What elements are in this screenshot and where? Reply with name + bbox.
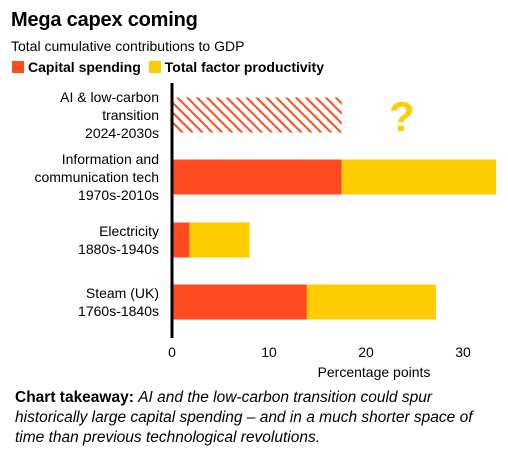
bar-total-factor-productivity <box>306 284 436 320</box>
chart-takeaway: Chart takeaway: AI and the low-carbon tr… <box>15 388 500 448</box>
category-label: 1970s-2010s <box>78 187 159 203</box>
legend-label-total-factor-productivity: Total factor productivity <box>164 59 324 75</box>
bar-total-factor-productivity <box>341 159 497 195</box>
category-label: Information and <box>62 151 159 167</box>
category-label: Steam (UK) <box>86 285 159 301</box>
legend-swatch-total-factor-productivity <box>148 61 161 73</box>
x-tick-label: 30 <box>455 344 471 360</box>
chart-title: Mega capex coming <box>11 9 198 31</box>
legend-item-total-factor-productivity: Total factor productivity <box>148 59 324 75</box>
x-axis-label: Percentage points <box>318 364 431 380</box>
bar-capital-spending <box>172 159 342 195</box>
legend: Capital spending Total factor productivi… <box>12 59 332 75</box>
bar-chart: AI & low-carbon transition 2024-2030s ? Info… <box>34 83 497 380</box>
x-tick-label: 10 <box>261 344 277 360</box>
x-tick-label: 20 <box>358 344 374 360</box>
takeaway-body: AI and the low-carbon transition could s… <box>15 389 473 446</box>
takeaway-lead: Chart takeaway: <box>15 389 134 406</box>
legend-item-capital-spending: Capital spending <box>12 59 141 75</box>
question-mark: ? <box>389 93 415 140</box>
category-label: 2024-2030s <box>85 125 159 141</box>
category-label: 1760s-1840s <box>78 303 159 319</box>
category-label: AI & low-carbon <box>60 89 159 105</box>
bar-capital-spending <box>172 222 190 258</box>
x-tick-label: 0 <box>168 344 176 360</box>
category-label: transition <box>102 107 159 123</box>
category-label: communication tech <box>34 169 159 185</box>
legend-label-capital-spending: Capital spending <box>28 59 141 75</box>
category-label: Electricity <box>99 223 159 239</box>
bar-total-factor-productivity <box>189 222 250 258</box>
chart-subtitle: Total cumulative contributions to GDP <box>11 38 245 54</box>
bar-capital-spending <box>172 284 307 320</box>
bar-hatched-capital-spending <box>172 97 342 133</box>
legend-swatch-capital-spending <box>12 61 24 73</box>
category-label: 1880s-1940s <box>78 241 159 257</box>
